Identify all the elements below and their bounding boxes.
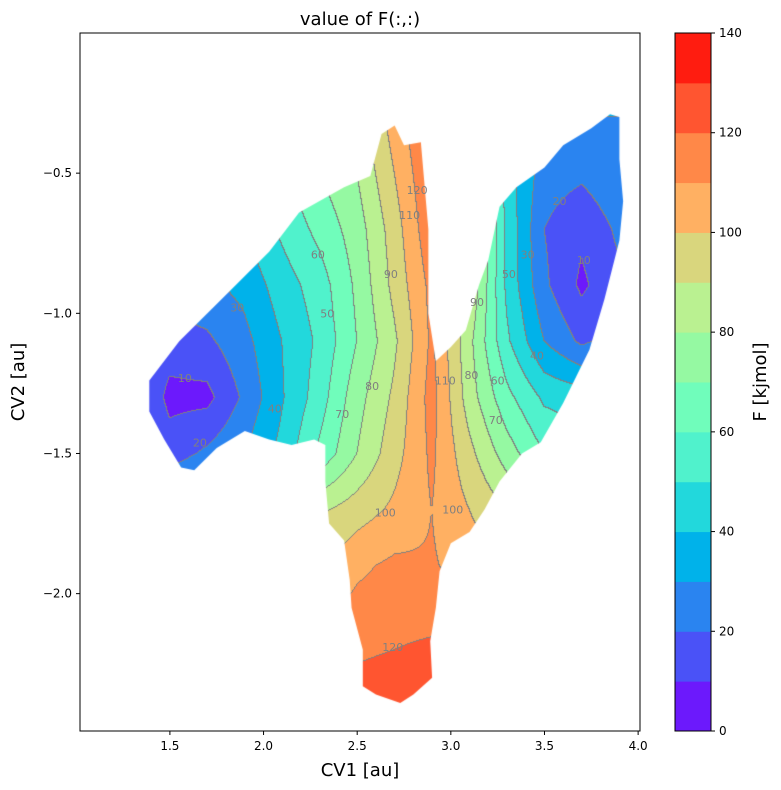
contour-label: 70: [335, 408, 349, 421]
contour-label: 10: [577, 254, 591, 267]
contour-label: 100: [442, 504, 463, 517]
y-tick-label: −1.5: [43, 446, 72, 460]
x-axis-label: CV1 [au]: [321, 760, 400, 781]
contour-label: 40: [530, 349, 544, 362]
y-axis-ticks: −0.5 −1.0 −1.5 −2.0: [43, 166, 80, 601]
colorbar: 0 20 40 60 80 100 120 140: [674, 26, 742, 738]
colorbar-label: F [kjmol]: [750, 342, 771, 421]
x-tick-label: 1.5: [160, 739, 179, 753]
colorbar-segment: [675, 132, 711, 184]
chart-title: value of F(:,:): [300, 9, 420, 30]
contour-label: 110: [435, 375, 456, 388]
colorbar-tick-label: 100: [719, 225, 742, 239]
filled-contour-surface: [80, 33, 640, 731]
colorbar-segment: [675, 182, 711, 233]
contour-label: 90: [470, 296, 484, 309]
contour-label: 10: [178, 372, 192, 385]
colorbar-segment: [675, 33, 711, 84]
contour-label: 70: [489, 414, 503, 427]
colorbar-segment: [675, 481, 711, 533]
contour-labels: 10 20 30 40 50 60 70 80 90 100 110 120 10 20 30 40 50 60 7…: [178, 184, 591, 654]
contour-label: 50: [502, 268, 516, 281]
colorbar-frame: [674, 32, 712, 732]
colorbar-segment: [675, 382, 711, 433]
colorbar-tick-label: 0: [719, 724, 727, 738]
colorbar-segment: [675, 282, 711, 333]
colorbar-segment: [675, 631, 711, 682]
contour-label: 50: [320, 307, 334, 320]
contour-label: 90: [384, 268, 398, 281]
contour-label: 100: [375, 506, 396, 519]
colorbar-tick-label: 120: [719, 126, 742, 140]
contour-label: 30: [521, 248, 535, 261]
contour-label: 110: [399, 209, 420, 222]
contour-label: 60: [311, 248, 325, 261]
contour-label: 120: [407, 184, 428, 197]
x-tick-label: 2.0: [254, 739, 273, 753]
colorbar-segment: [675, 531, 711, 582]
contour-label: 20: [193, 436, 207, 449]
colorbar-segment: [675, 431, 711, 483]
y-tick-label: −0.5: [43, 166, 72, 180]
colorbar-segment: [675, 681, 711, 732]
contour-label: 20: [552, 195, 566, 208]
colorbar-segment: [675, 332, 711, 383]
contour-label: 120: [382, 641, 403, 654]
contour-label: 60: [491, 375, 505, 388]
y-axis-label: CV2 [au]: [8, 343, 29, 422]
colorbar-segment: [675, 581, 711, 632]
contour-label: 40: [268, 403, 282, 416]
contour-label: 80: [464, 369, 478, 382]
y-tick-label: −2.0: [43, 587, 72, 601]
colorbar-segment: [675, 82, 711, 134]
contour-label: 80: [365, 380, 379, 393]
colorbar-tick-label: 60: [719, 425, 734, 439]
y-tick-label: −1.0: [43, 306, 72, 320]
contour-label: 30: [230, 302, 244, 315]
colorbar-tick-label: 140: [719, 26, 742, 40]
x-tick-label: 2.5: [348, 739, 367, 753]
colorbar-tick-label: 20: [719, 624, 734, 638]
plot-frame: [79, 32, 641, 732]
colorbar-tick-label: 40: [719, 525, 734, 539]
x-tick-label: 3.5: [535, 739, 554, 753]
x-tick-label: 4.0: [629, 739, 648, 753]
colorbar-segment: [675, 232, 711, 283]
x-axis-ticks: 1.5 2.0 2.5 3.0 3.5 4.0: [160, 731, 648, 753]
colorbar-tick-label: 80: [719, 325, 734, 339]
x-tick-label: 3.0: [441, 739, 460, 753]
